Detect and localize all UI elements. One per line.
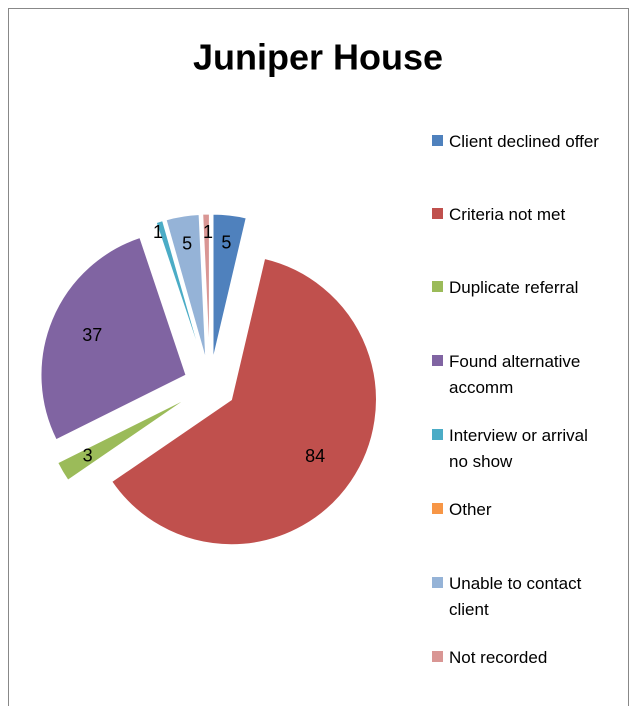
legend-item: Client declined offer [432, 129, 622, 155]
legend-swatch [432, 503, 443, 514]
legend-label: Duplicate referral [449, 278, 579, 297]
legend-item: Found alternative accomm [432, 349, 622, 401]
pie-slice [202, 213, 210, 360]
data-label: 84 [305, 446, 325, 466]
legend-label: Found alternative accomm [449, 352, 581, 397]
legend-swatch [432, 651, 443, 662]
legend-label: Unable to contact client [449, 574, 582, 619]
legend-swatch [432, 355, 443, 366]
legend-label: Criteria not met [449, 205, 566, 224]
legend-item: Interview or arrival no show [432, 423, 622, 475]
chart-title: Juniper House [193, 37, 443, 78]
pie-slice [155, 220, 203, 361]
legend-swatch [432, 208, 443, 219]
legend-swatch [432, 281, 443, 292]
pie-slice [40, 236, 187, 441]
legend-item: Not recorded [432, 645, 622, 671]
legend-item: Unable to contact client [432, 571, 622, 623]
pie-slice [57, 397, 188, 481]
legend-label: Other [449, 500, 492, 519]
pie-slice [212, 213, 247, 360]
legend-item: Duplicate referral [432, 275, 622, 301]
legend-swatch [432, 577, 443, 588]
data-label: 5 [182, 234, 192, 254]
legend-label: Interview or arrival no show [449, 426, 588, 471]
pie-slice [165, 213, 207, 360]
data-label: 37 [82, 325, 102, 345]
pie-slice [111, 257, 377, 546]
legend-label: Client declined offer [449, 132, 599, 151]
legend-item: Criteria not met [432, 202, 622, 228]
legend-label: Not recorded [449, 648, 548, 667]
data-label: 1 [153, 222, 163, 242]
legend-item: Other [432, 497, 622, 523]
data-label: 3 [83, 446, 93, 466]
legend-swatch [432, 429, 443, 440]
data-label: 1 [203, 222, 213, 242]
data-label: 5 [221, 233, 231, 253]
chart-border [8, 8, 629, 706]
legend-swatch [432, 135, 443, 146]
